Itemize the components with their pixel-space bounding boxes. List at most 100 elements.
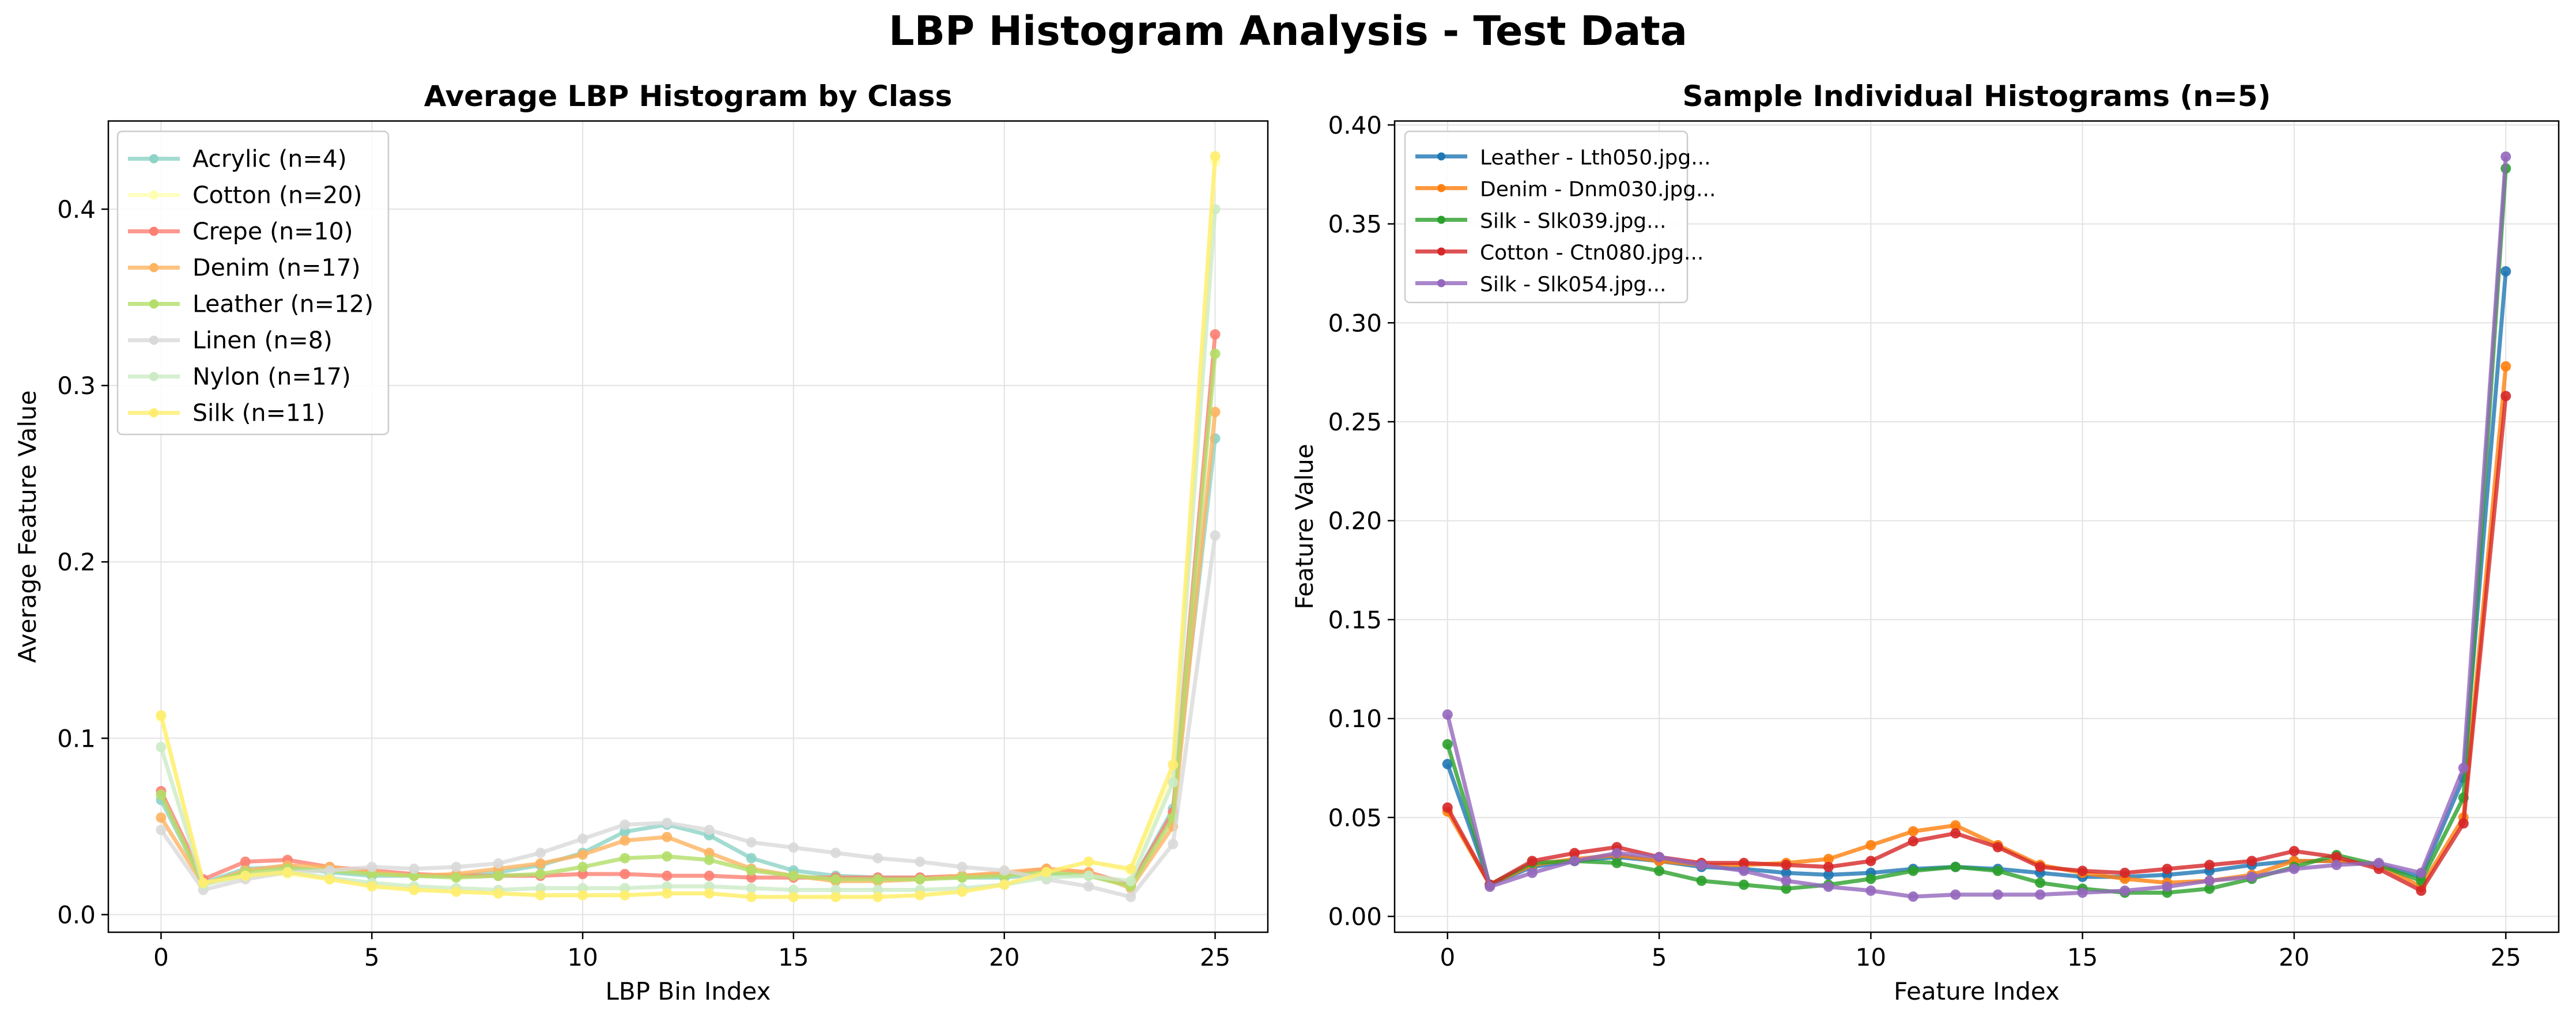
data-point [156, 812, 167, 823]
data-point [1611, 857, 1622, 868]
series-lines [156, 151, 1221, 902]
legend-label: Acrylic (n=4) [192, 145, 347, 173]
data-point [1992, 842, 2003, 853]
data-point [1908, 891, 1918, 902]
data-point [788, 842, 799, 853]
x-axis-label: Feature Index [1894, 977, 2060, 1005]
legend-item: Linen (n=8) [128, 327, 333, 354]
y-tick-label: 0.1 [57, 724, 96, 752]
data-point [2458, 818, 2469, 829]
panel-sample-histograms: 0 5 10 15 20 25 0.000.050.100.150.200.250.300… [1290, 80, 2560, 1005]
data-point [915, 874, 926, 885]
y-tick-label: 0.0 [57, 901, 96, 929]
legend-marker [1437, 279, 1445, 288]
legend-marker [149, 335, 158, 345]
data-point [1781, 860, 1792, 871]
data-point [1654, 865, 1665, 876]
data-point [620, 835, 630, 846]
data-point [620, 868, 630, 879]
data-point [662, 871, 673, 882]
data-point [2416, 885, 2427, 896]
legend-label: Linen (n=8) [192, 327, 333, 354]
data-point [1865, 856, 1876, 867]
data-point [493, 888, 504, 899]
legend-item: Silk - Slk039.jpg... [1415, 210, 1666, 233]
data-point [1654, 852, 1665, 863]
data-point [1950, 861, 1961, 872]
data-point [451, 886, 462, 897]
data-point [620, 890, 630, 901]
data-point [1442, 739, 1453, 750]
y-axis-label: Feature Value [1290, 444, 1319, 609]
legend-label: Denim - Dnm030.jpg... [1480, 178, 1716, 202]
x-tick-label: 0 [1440, 943, 1455, 971]
data-point [1168, 777, 1179, 788]
legend-item: Silk - Slk054.jpg... [1415, 273, 1666, 297]
data-point [1442, 802, 1453, 813]
y-tick-label: 0.35 [1328, 210, 1382, 239]
data-point [156, 824, 167, 835]
data-point [1485, 882, 1495, 892]
data-point [577, 833, 588, 844]
legend-label: Nylon (n=17) [192, 363, 351, 391]
data-point [1823, 882, 1834, 892]
data-point [746, 837, 757, 848]
series-line [1445, 156, 2508, 899]
data-point [662, 831, 673, 842]
data-point [1992, 865, 2003, 876]
y-tick-label: 0.40 [1328, 111, 1382, 139]
x-tick-label: 10 [567, 943, 598, 971]
legend-label: Cotton - Ctn080.jpg... [1480, 241, 1704, 265]
legend-item: Cotton (n=20) [128, 181, 362, 209]
y-tick-label: 0.10 [1328, 705, 1382, 733]
data-point [746, 853, 757, 864]
data-point [830, 874, 841, 885]
data-point [872, 853, 883, 864]
x-tick-label: 15 [778, 943, 809, 971]
data-point [409, 863, 420, 874]
data-point [1781, 883, 1792, 894]
legend-marker [149, 226, 158, 236]
data-point [2458, 762, 2469, 773]
data-point [830, 848, 841, 858]
legend-marker [1437, 184, 1445, 192]
data-point [156, 789, 167, 800]
data-point [746, 883, 757, 894]
y-tick-label: 0.25 [1328, 408, 1382, 436]
legend-marker [149, 263, 158, 273]
series-line [1445, 396, 2508, 893]
data-point [704, 888, 715, 899]
panel-average-histogram: 0 5 10 15 20 25 0.0 0.1 0.2 0.3 0.4 Average LBP H… [13, 80, 1269, 1005]
legend-marker [1437, 247, 1445, 256]
data-point [1865, 839, 1876, 850]
data-point [2501, 266, 2511, 277]
data-point [1908, 826, 1918, 837]
data-point [1083, 871, 1094, 882]
data-point [1823, 853, 1834, 864]
legend-marker [1437, 215, 1445, 224]
x-tick-label: 25 [1200, 943, 1230, 971]
data-point [746, 891, 757, 902]
data-point [577, 849, 588, 860]
legend-label: Cotton (n=20) [192, 181, 362, 209]
series-lines [1442, 151, 2511, 902]
data-point [2035, 878, 2046, 888]
data-point [535, 890, 546, 901]
data-point [1950, 828, 1961, 839]
data-point [1168, 838, 1179, 849]
data-point [1696, 860, 1707, 871]
data-point [1823, 861, 1834, 872]
data-point [2331, 852, 2342, 863]
legend-marker [149, 299, 158, 309]
figure-title: LBP Histogram Analysis - Test Data [889, 7, 1687, 55]
legend-label: Denim (n=17) [192, 254, 361, 282]
data-point [367, 881, 377, 892]
data-point [1210, 407, 1221, 418]
data-point [2162, 882, 2173, 892]
legend-item: Acrylic (n=4) [128, 145, 347, 173]
series-line [159, 156, 1218, 899]
legend-item: Leather - Lth050.jpg... [1415, 146, 1711, 170]
legend-item: Leather (n=12) [128, 290, 373, 318]
data-point [1739, 857, 1749, 868]
